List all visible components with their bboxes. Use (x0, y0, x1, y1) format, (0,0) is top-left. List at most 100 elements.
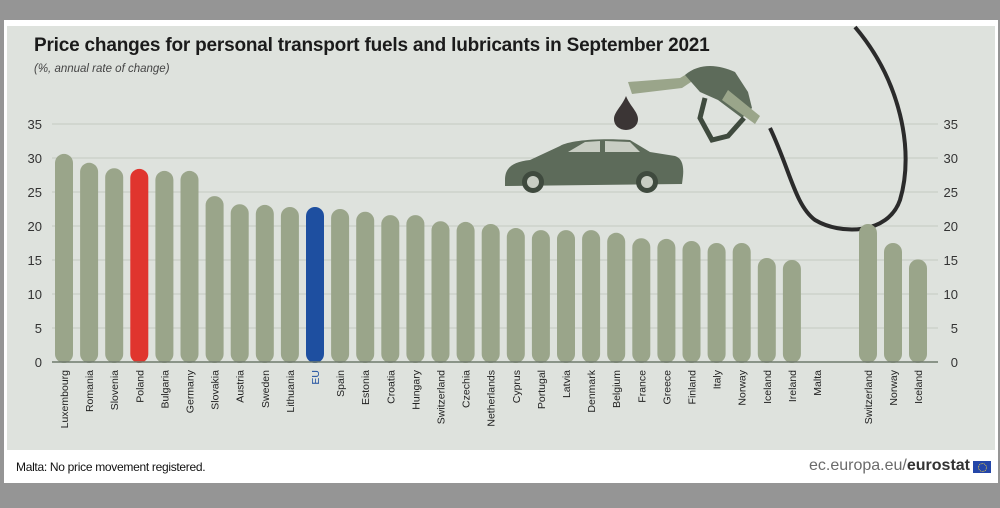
bar-spain (331, 209, 350, 363)
fuel-nozzle-icon (628, 66, 760, 143)
bar-bulgaria (155, 170, 174, 363)
y-tick-label: 5 (35, 321, 42, 336)
bar-germany (180, 170, 199, 363)
bar-czechia (456, 221, 475, 363)
bar-iceland (757, 257, 776, 363)
x-tick-label: Poland (134, 370, 146, 403)
bar-austria (230, 204, 249, 363)
source-brand: eurostat (906, 457, 970, 474)
y-tick-label-right: 15 (944, 253, 958, 268)
bar-norway (884, 243, 902, 363)
bar-denmark (582, 230, 601, 363)
x-tick-label: Slovakia (210, 370, 222, 410)
bar-estonia (356, 211, 375, 363)
y-tick-label: 35 (28, 117, 42, 132)
y-tick-label: 30 (28, 151, 42, 166)
x-tick-label: Ireland (787, 370, 799, 402)
bar-iceland (909, 259, 927, 363)
x-tick-label: Bulgaria (159, 370, 171, 409)
eu-flag-icon (973, 461, 991, 473)
x-tick-label: Italy (712, 369, 724, 389)
source-link[interactable]: ec.europa.eu/eurostat (809, 457, 970, 475)
fuel-drop-icon (614, 96, 638, 130)
bar-cyprus (506, 228, 525, 363)
y-tick-label: 20 (28, 219, 42, 234)
x-tick-label: Cyprus (511, 370, 523, 403)
x-tick-label: Iceland (913, 370, 925, 404)
footnote: Malta: No price movement registered. (16, 460, 206, 474)
fuel-hose-icon (768, 25, 908, 232)
y-tick-label: 10 (28, 287, 42, 302)
x-tick-label: Switzerland (863, 370, 875, 424)
bar-switzerland (431, 221, 450, 363)
bar-netherlands (481, 223, 500, 363)
x-tick-label: Iceland (762, 370, 774, 404)
bars (55, 153, 927, 363)
bar-france (632, 238, 651, 363)
x-tick-label: Croatia (385, 370, 397, 404)
x-tick-label: Spain (335, 370, 347, 397)
x-tick-label: Latvia (561, 370, 573, 398)
y-tick-label: 15 (28, 253, 42, 268)
bar-eu (306, 206, 324, 363)
x-tick-label: Switzerland (436, 370, 448, 424)
y-tick-label-right: 10 (944, 287, 958, 302)
x-tick-label: Czechia (461, 370, 473, 408)
x-tick-label: Norway (737, 369, 749, 405)
x-tick-label: Slovenia (109, 370, 121, 410)
x-tick-label: Lithuania (285, 370, 297, 413)
bar-ireland (782, 260, 801, 363)
x-tick-label: Belgium (611, 370, 623, 408)
x-tick-label: Germany (185, 369, 197, 413)
bar-belgium (607, 232, 626, 363)
x-tick-label: Norway (888, 369, 900, 405)
x-tick-label: Greece (661, 370, 673, 405)
chart-title: Price changes for personal transport fue… (34, 35, 710, 56)
y-tick-label-right: 25 (944, 185, 958, 200)
bar-croatia (381, 215, 400, 363)
x-axis-labels: Luxembourg Romania Slovenia Poland Bulgaria G… (59, 369, 925, 428)
source-domain: ec.europa.eu/ (809, 457, 907, 474)
y-tick-label: 25 (28, 185, 42, 200)
x-tick-label: EU (310, 370, 322, 385)
chart-subtitle: (%, annual rate of change) (34, 63, 170, 75)
x-tick-label: Portugal (536, 370, 548, 409)
bar-italy (707, 243, 726, 363)
x-tick-label: Finland (687, 370, 699, 405)
x-tick-label: Austria (235, 370, 247, 403)
x-tick-label: Malta (812, 370, 824, 396)
bar-sweden (255, 204, 274, 363)
bar-norway (732, 243, 751, 363)
y-tick-label-right: 20 (944, 219, 958, 234)
y-tick-label-right: 30 (944, 151, 958, 166)
bar-slovakia (205, 196, 224, 363)
y-tick-label-right: 5 (951, 321, 958, 336)
bar-luxembourg (55, 153, 73, 363)
y-tick-label: 0 (35, 355, 42, 370)
bar-finland (682, 240, 701, 363)
y-tick-label-right: 35 (944, 117, 958, 132)
bar-switzerland (859, 223, 877, 363)
bar-lithuania (280, 206, 299, 363)
illustration (505, 25, 908, 232)
bar-slovenia (105, 168, 124, 363)
x-tick-label: Sweden (260, 370, 272, 408)
x-tick-label: Luxembourg (59, 370, 71, 429)
x-tick-label: Estonia (360, 370, 372, 405)
bar-poland (130, 168, 149, 363)
x-tick-label: Romania (84, 370, 96, 412)
bar-portugal (531, 230, 550, 363)
bar-hungary (406, 215, 425, 363)
y-tick-label-right: 0 (951, 355, 958, 370)
x-tick-label: France (636, 370, 648, 403)
x-tick-label: Hungary (410, 369, 422, 409)
bar-latvia (557, 230, 575, 363)
bar-romania (80, 162, 99, 363)
bar-greece (657, 238, 676, 363)
car-icon (505, 139, 684, 193)
y-axis-right: 0 5 10 15 20 25 30 35 (944, 117, 958, 370)
x-tick-label: Netherlands (486, 370, 498, 427)
x-tick-label: Denmark (586, 369, 598, 412)
y-axis-left: 0 5 10 15 20 25 30 35 (28, 117, 42, 370)
